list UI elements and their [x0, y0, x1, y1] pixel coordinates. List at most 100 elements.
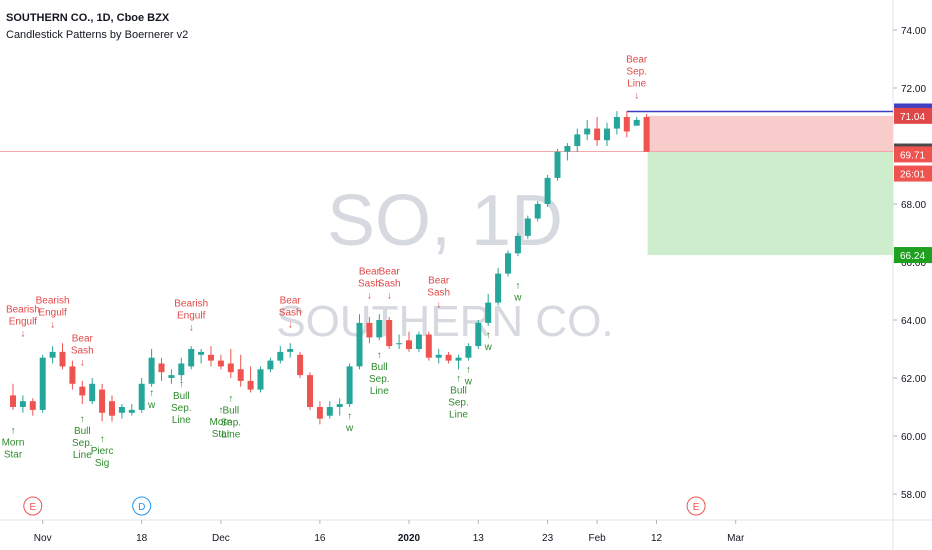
bear-pattern-label: Bear	[359, 267, 381, 278]
candle-body[interactable]	[326, 407, 333, 416]
candle-body[interactable]	[198, 351, 205, 355]
candle-body[interactable]	[19, 401, 26, 407]
indicator-name[interactable]: Candlestick Patterns by Boernerer v2	[6, 29, 189, 41]
bull-pattern-label: Sep.	[221, 418, 242, 429]
price-tag[interactable]	[894, 247, 932, 264]
candle-body[interactable]	[594, 128, 601, 141]
candle-body[interactable]	[277, 351, 284, 361]
candle-body[interactable]	[138, 383, 145, 410]
bull-pattern-label: w	[513, 293, 522, 304]
bear-pattern-arrow: ↓	[288, 320, 293, 331]
candle-body[interactable]	[564, 146, 571, 152]
candle-body[interactable]	[307, 375, 313, 407]
candle-body[interactable]	[208, 354, 214, 361]
candle-body[interactable]	[584, 128, 591, 135]
candle-body[interactable]	[69, 366, 76, 384]
candle-body[interactable]	[267, 360, 274, 370]
bull-pattern-label: Morn	[2, 438, 25, 449]
candle-body[interactable]	[158, 363, 165, 373]
candle-body[interactable]	[316, 407, 323, 419]
candle-body[interactable]	[524, 218, 531, 236]
candle-body[interactable]	[178, 363, 185, 376]
candle-body[interactable]	[445, 354, 452, 361]
price-tag[interactable]	[894, 165, 932, 182]
price-tag-value: 69.71	[900, 150, 925, 161]
chart-symbol-title[interactable]: SOUTHERN CO., 1D, Cboe BZX	[6, 12, 170, 24]
bull-pattern-arrow: ↑	[218, 405, 223, 416]
y-tick-label: 68.00	[901, 200, 926, 211]
candle-body[interactable]	[257, 369, 264, 390]
candle-body[interactable]	[633, 119, 640, 126]
candle-body[interactable]	[505, 253, 511, 274]
candle-body[interactable]	[217, 360, 224, 367]
candle-body[interactable]	[109, 401, 115, 416]
candle-body[interactable]	[435, 354, 442, 358]
candle-body[interactable]	[574, 134, 581, 146]
candle-body[interactable]	[247, 380, 254, 390]
candle-body[interactable]	[346, 366, 353, 405]
candle-body[interactable]	[544, 177, 551, 204]
candle-body[interactable]	[59, 351, 66, 367]
event-marker[interactable]	[23, 496, 43, 516]
candle-body[interactable]	[118, 407, 125, 413]
candle-body[interactable]	[128, 409, 135, 413]
candle-body[interactable]	[475, 322, 482, 347]
bull-pattern-arrow: ↑	[347, 411, 352, 422]
candle-body[interactable]	[89, 383, 96, 402]
candle-body[interactable]	[554, 151, 561, 178]
candle-body[interactable]	[79, 386, 86, 396]
candle-body[interactable]	[643, 117, 650, 152]
x-tick-label: 16	[314, 533, 326, 544]
candle-body[interactable]	[366, 322, 373, 338]
candle-body[interactable]	[613, 117, 620, 129]
candle-body[interactable]	[29, 401, 36, 410]
candle-body[interactable]	[376, 320, 383, 338]
candle-body[interactable]	[406, 340, 412, 349]
candle-body[interactable]	[148, 357, 155, 384]
candle-body[interactable]	[188, 349, 195, 367]
bear-pattern-arrow: ↓	[189, 323, 194, 334]
y-tick-label: 60.00	[901, 432, 926, 443]
candle-body[interactable]	[425, 334, 432, 358]
candle-body[interactable]	[297, 354, 304, 376]
candle-body[interactable]	[168, 375, 175, 378]
candle-body[interactable]	[99, 389, 106, 413]
event-marker[interactable]	[132, 496, 152, 516]
candle-body[interactable]	[287, 349, 294, 352]
candle-body[interactable]	[396, 343, 403, 345]
candle-body[interactable]	[604, 128, 610, 141]
candle-body[interactable]	[455, 357, 462, 361]
candle-body[interactable]	[495, 273, 502, 303]
event-marker[interactable]	[686, 496, 706, 516]
candle-body[interactable]	[227, 363, 234, 373]
x-tick-label: 18	[136, 533, 148, 544]
x-tick-label: 23	[542, 533, 554, 544]
candle-body[interactable]	[465, 346, 472, 358]
candle-body[interactable]	[49, 351, 56, 358]
bull-pattern-label: Sep.	[448, 397, 469, 408]
bull-pattern-label: Line	[221, 430, 240, 441]
candle-body[interactable]	[336, 404, 343, 407]
bear-pattern-label: Bear	[626, 55, 648, 66]
candle-body[interactable]	[485, 302, 492, 323]
candle-body[interactable]	[237, 369, 244, 381]
candle-body[interactable]	[534, 204, 541, 219]
candle-body[interactable]	[386, 320, 393, 347]
candle-body[interactable]	[10, 395, 16, 407]
price-tag[interactable]	[894, 146, 932, 163]
bull-pattern-label: Line	[172, 415, 191, 426]
candle-body[interactable]	[514, 235, 521, 254]
price-tag[interactable]	[894, 107, 932, 124]
bull-pattern-arrow: ↑	[486, 330, 491, 341]
candle-body[interactable]	[356, 322, 363, 367]
stop-loss-zone[interactable]	[647, 115, 893, 152]
take-profit-zone[interactable]	[647, 151, 893, 256]
candle-body[interactable]	[39, 357, 46, 410]
bull-pattern-label: Pierc	[91, 446, 114, 457]
bear-pattern-arrow: ↓	[436, 299, 441, 310]
bull-pattern-label: Line	[449, 409, 468, 420]
candle-body[interactable]	[415, 334, 422, 350]
candle-body[interactable]	[623, 117, 630, 132]
